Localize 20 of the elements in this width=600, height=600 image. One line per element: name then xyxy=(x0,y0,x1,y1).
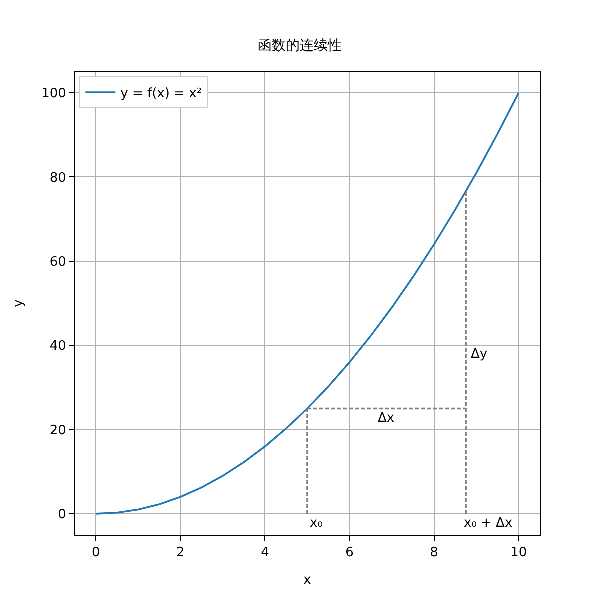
y-tick-label: 60 xyxy=(50,254,66,270)
y-axis-title: y xyxy=(12,299,27,308)
x-tick-label: 8 xyxy=(430,546,438,561)
x-tick-label: 2 xyxy=(176,546,185,561)
y-tick-label: 0 xyxy=(58,508,66,522)
x-tick-label: 10 xyxy=(510,546,528,561)
y-tick-label: 80 xyxy=(50,170,66,186)
y-tick-label: 40 xyxy=(50,339,66,354)
x-tick-label: 0 xyxy=(92,546,100,561)
annotation: Δx xyxy=(378,411,395,426)
y-tick-label: 100 xyxy=(42,86,66,102)
x-tick-label: 4 xyxy=(261,546,270,561)
chart-title: 函数的连续性 xyxy=(258,38,342,54)
legend-label: y = f(x) = x² xyxy=(120,86,202,102)
y-tick-label: 20 xyxy=(50,423,66,438)
x-tick-label: 6 xyxy=(346,546,354,561)
annotation: Δy xyxy=(471,347,488,362)
x-axis-title: x xyxy=(304,573,312,588)
annotation: x₀ xyxy=(310,516,323,531)
annotation: x₀ + Δx xyxy=(464,516,513,531)
